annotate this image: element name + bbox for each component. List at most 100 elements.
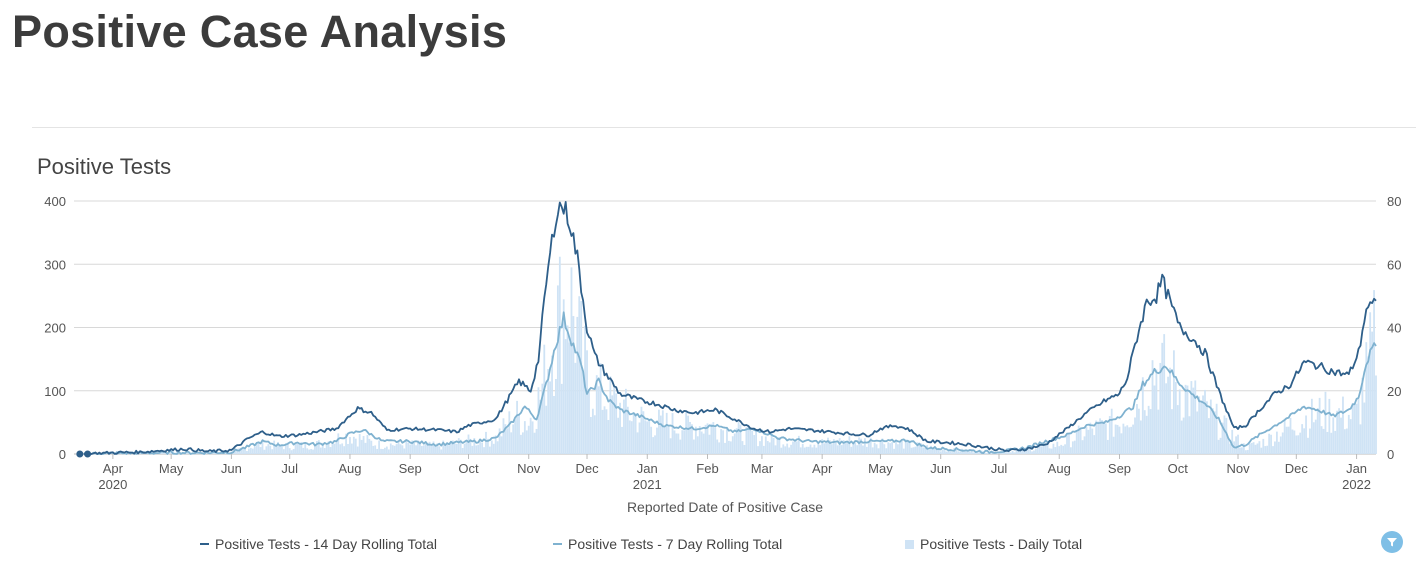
daily-total-bar (327, 441, 330, 454)
daily-total-bar (796, 441, 798, 454)
daily-total-bar (963, 451, 965, 454)
daily-total-bar (1011, 450, 1014, 454)
daily-total-bar (889, 443, 892, 454)
y-left-tick-label: 100 (44, 384, 66, 399)
daily-total-bar (1103, 421, 1105, 454)
x-tick-label: Mar (751, 461, 774, 476)
daily-total-bar (275, 445, 278, 454)
daily-total-bar (302, 447, 305, 454)
daily-total-bar (747, 424, 750, 454)
daily-total-bar (772, 438, 775, 454)
daily-total-bar (1299, 432, 1302, 454)
daily-total-bar (632, 412, 635, 454)
daily-total-bar (1120, 433, 1123, 454)
daily-total-bar (343, 446, 346, 454)
daily-total-bar (407, 442, 410, 454)
daily-total-bar (590, 416, 592, 454)
daily-total-bar (1091, 428, 1094, 454)
daily-total-bar (312, 449, 314, 454)
daily-total-bar (646, 421, 649, 454)
daily-total-bar (329, 447, 332, 454)
x-tick-label: Aug (338, 461, 361, 476)
daily-total-bar (916, 442, 919, 454)
daily-total-bar (700, 431, 703, 454)
daily-total-bar (636, 432, 639, 454)
x-axis-title: Reported Date of Positive Case (627, 499, 823, 515)
daily-total-bar (1019, 449, 1022, 454)
daily-total-bar (617, 417, 620, 454)
daily-total-bar (403, 448, 406, 454)
rolling-lines (76, 201, 1377, 458)
x-tick-label: Jul (281, 461, 298, 476)
daily-total-bar (152, 451, 155, 454)
daily-total-bar (1174, 382, 1177, 454)
daily-total-bar (1324, 391, 1327, 454)
daily-total-bar (1260, 447, 1263, 454)
daily-total-bar (1062, 445, 1065, 454)
daily-total-bar (1301, 424, 1304, 454)
daily-total-bar (335, 442, 338, 454)
daily-total-bar (965, 449, 967, 454)
daily-total-bar (640, 406, 643, 454)
x-tick-label: Aug (1048, 461, 1071, 476)
daily-total-bar (611, 395, 614, 454)
daily-total-bar (628, 420, 631, 454)
daily-total-bar (1328, 398, 1331, 454)
daily-total-bar (768, 442, 771, 454)
daily-total-bar (356, 446, 359, 454)
daily-total-bar (1172, 350, 1175, 454)
daily-total-bar (1258, 441, 1261, 454)
y-left-tick-label: 400 (44, 194, 66, 209)
daily-total-bar (1040, 446, 1043, 454)
daily-total-bar (498, 428, 501, 454)
daily-total-bar (279, 444, 281, 454)
daily-total-bar (432, 441, 435, 454)
daily-total-bar (974, 452, 977, 454)
daily-total-bar (840, 445, 843, 454)
daily-total-bar (1369, 312, 1372, 454)
daily-total-bar (1118, 426, 1121, 454)
daily-total-bar (411, 440, 414, 454)
filter-button[interactable] (1381, 531, 1403, 553)
daily-total-bar (648, 418, 651, 454)
daily-total-bar (908, 440, 911, 454)
daily-total-bar (1087, 429, 1090, 454)
daily-total-bar (506, 428, 509, 454)
daily-total-bar (883, 444, 886, 454)
daily-total-bar (446, 443, 449, 454)
legend-item-14-day[interactable]: Positive Tests - 14 Day Rolling Total (200, 536, 437, 552)
daily-total-bar (706, 423, 709, 454)
daily-total-bar (1005, 452, 1008, 454)
daily-total-bar (1275, 431, 1278, 454)
daily-total-bar (560, 383, 563, 454)
daily-total-bar (741, 441, 744, 454)
daily-total-bar (1295, 435, 1298, 454)
daily-total-bar (1128, 427, 1131, 454)
daily-total-bar (1112, 436, 1115, 454)
daily-total-bar (624, 388, 627, 454)
daily-total-bar (1003, 452, 1006, 454)
legend-item-daily[interactable]: Positive Tests - Daily Total (905, 536, 1082, 552)
daily-total-bar (1252, 442, 1255, 454)
daily-total-bar (347, 443, 349, 454)
daily-total-bar (564, 339, 567, 454)
daily-total-bar (496, 441, 499, 454)
daily-total-bar (1219, 437, 1222, 454)
daily-total-bar (539, 399, 542, 454)
daily-total-bar (395, 444, 398, 454)
daily-total-bar (580, 301, 583, 454)
daily-total-bar (675, 433, 678, 454)
daily-total-bar (430, 445, 433, 454)
daily-total-bar (1192, 387, 1195, 454)
daily-total-bar (253, 446, 256, 454)
daily-total-bar (1070, 447, 1072, 454)
daily-total-bar (1281, 432, 1284, 454)
daily-total-bar (246, 451, 248, 454)
daily-total-bar (1303, 428, 1305, 454)
daily-total-bar (726, 426, 728, 454)
legend-item-7-day[interactable]: Positive Tests - 7 Day Rolling Total (553, 536, 782, 552)
daily-total-bars (90, 256, 1377, 454)
daily-total-bar (459, 439, 462, 454)
x-tick-year-label: 2021 (633, 477, 662, 492)
daily-total-bar (1353, 404, 1356, 454)
